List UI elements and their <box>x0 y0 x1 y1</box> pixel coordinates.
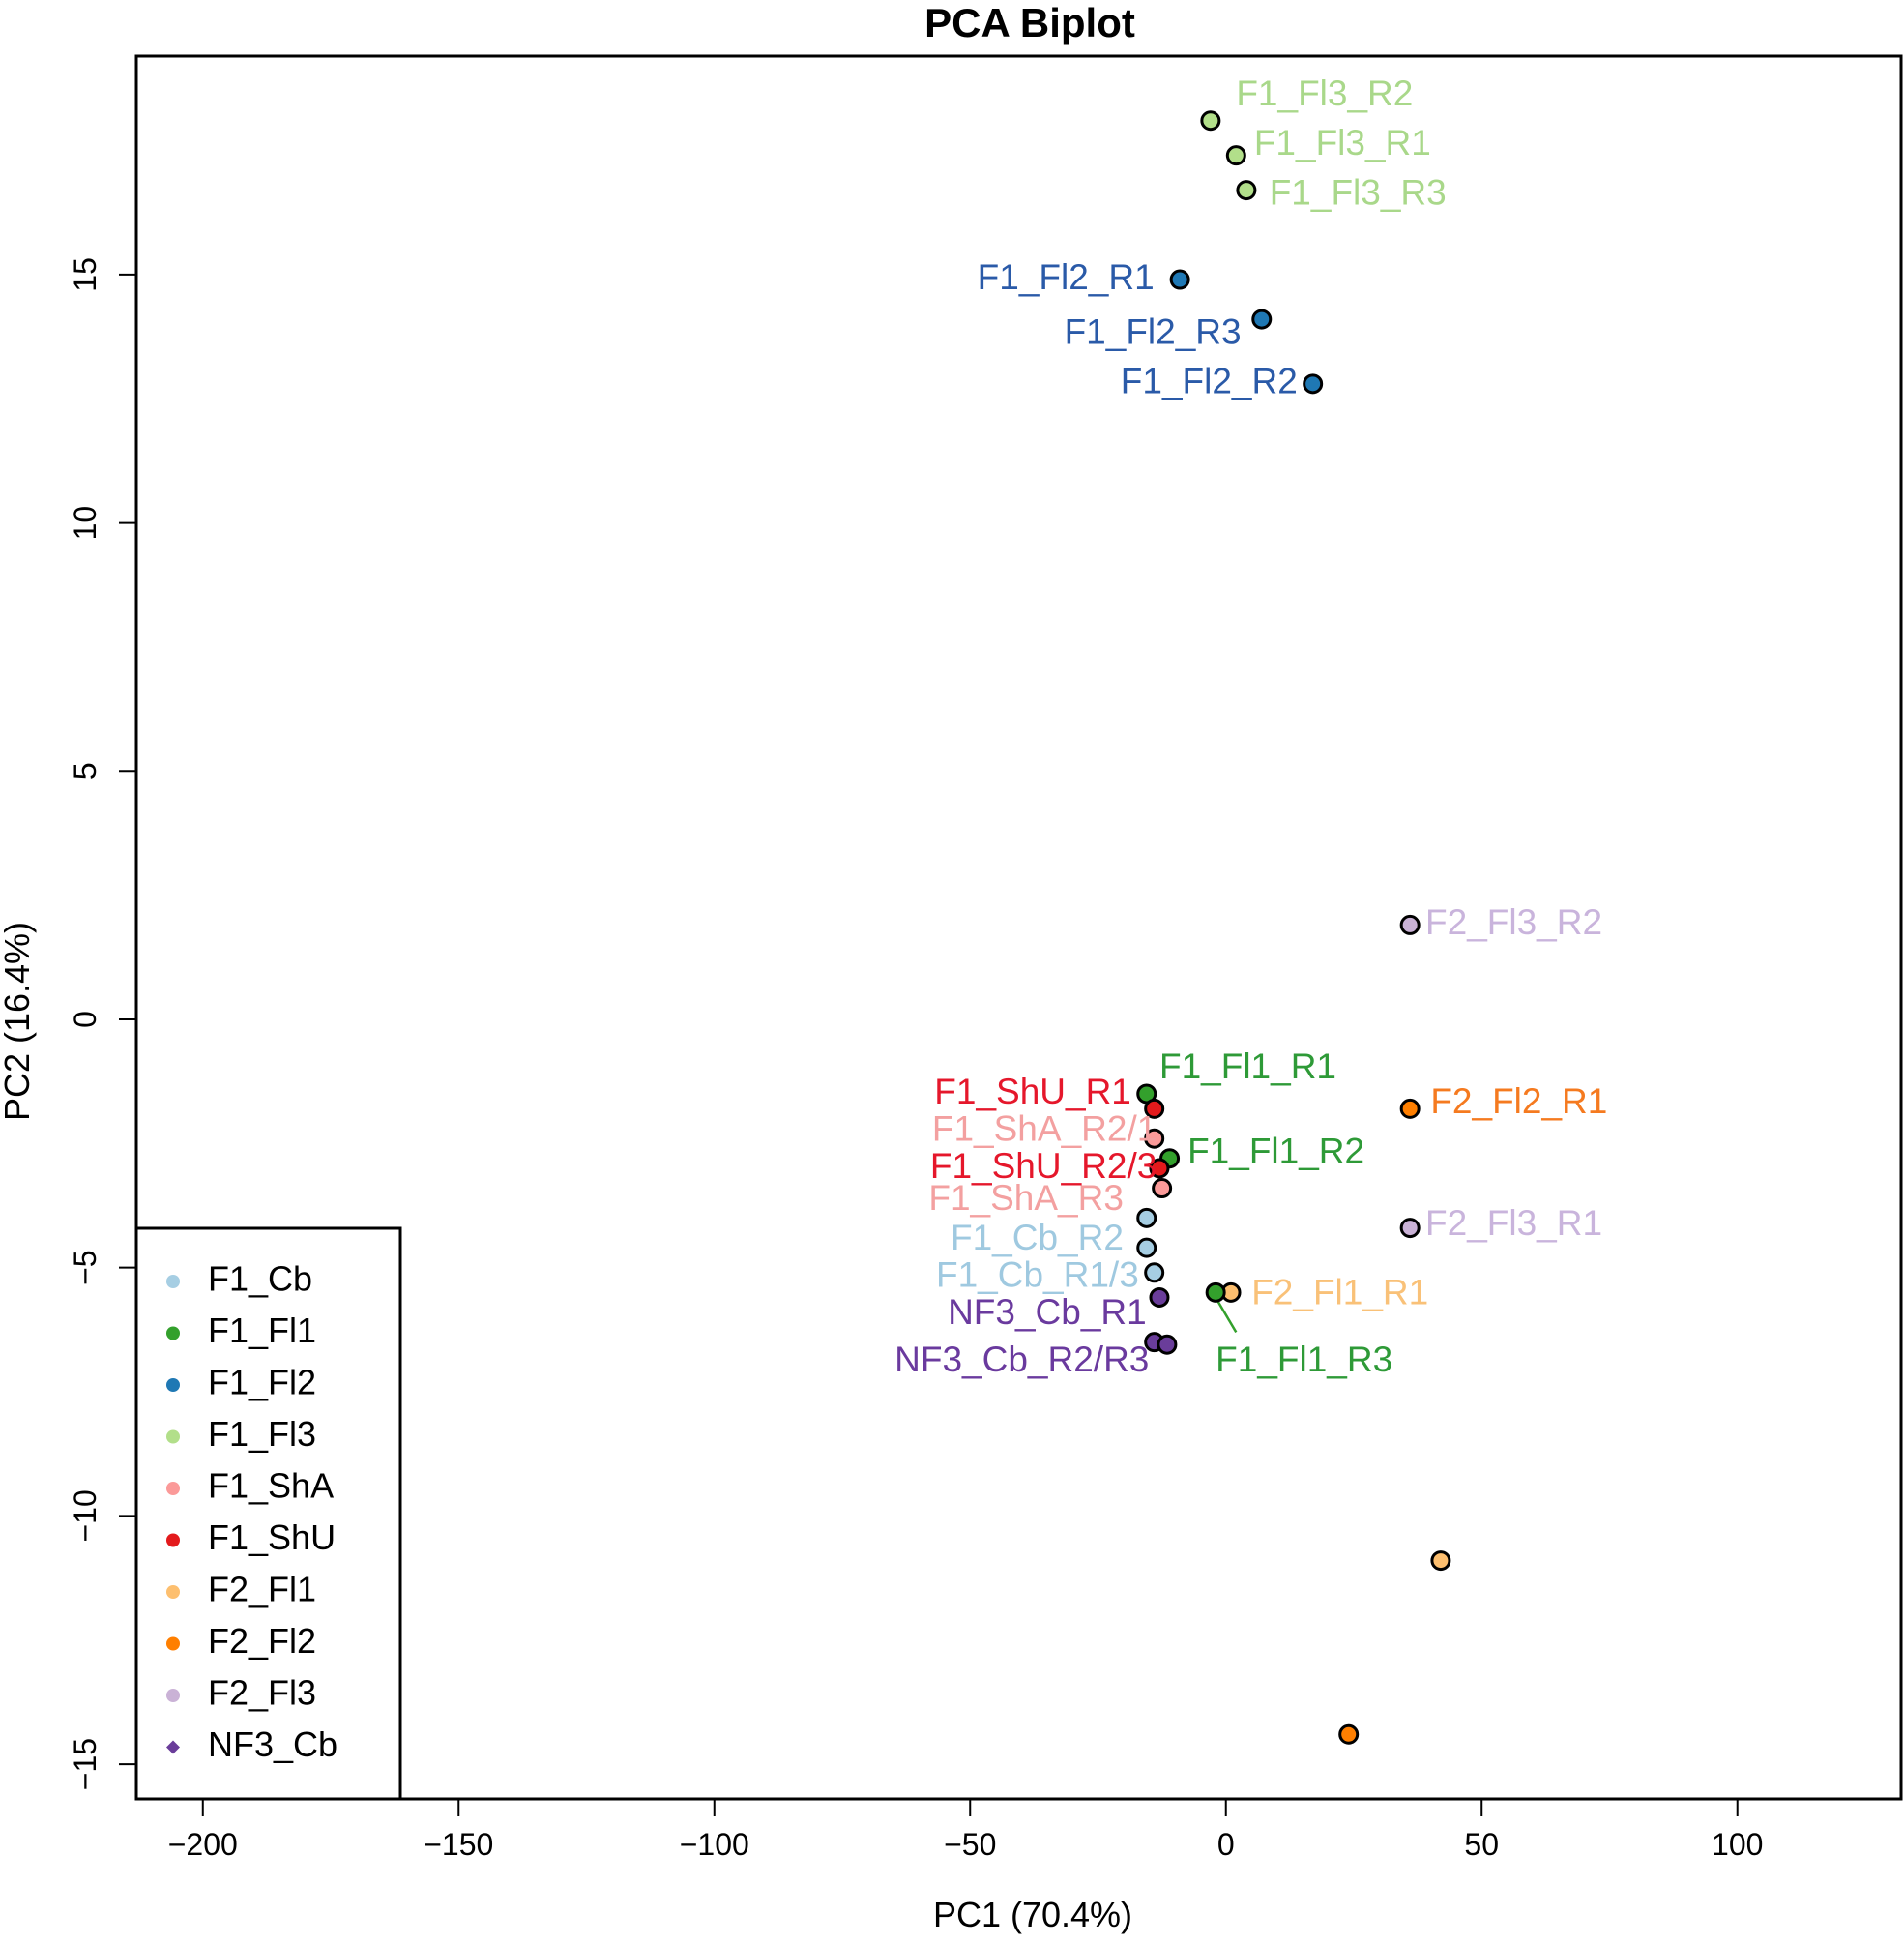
legend-marker <box>166 1378 180 1392</box>
data-points <box>1136 110 1451 1745</box>
legend-box <box>134 1226 402 1801</box>
point-labels: F1_Fl3_R2 F1_Fl3_R1 F1_Fl3_R3 F1_Fl2_R1 F1_F… <box>894 74 1607 1379</box>
legend-label: NF3_Cb <box>208 1724 337 1764</box>
data-point <box>1236 180 1257 201</box>
point-label: F1_Fl3_R2 <box>1236 74 1413 113</box>
legend-label: F1_Fl1 <box>208 1311 316 1350</box>
y-tick-label: −5 <box>68 1250 103 1284</box>
legend-label: F1_ShA <box>208 1466 334 1506</box>
point-label: F2_Fl3_R2 <box>1425 902 1602 942</box>
data-point <box>1144 1128 1165 1149</box>
data-point <box>1169 269 1190 290</box>
point-label: F1_ShU_R1 <box>934 1072 1131 1111</box>
y-tick-label: −10 <box>68 1489 103 1542</box>
x-tick-label: −50 <box>944 1827 996 1862</box>
leader-lines <box>1215 1296 1238 1334</box>
legend-label: F1_Fl3 <box>208 1414 316 1454</box>
point-label: F1_Fl1_R2 <box>1187 1131 1364 1170</box>
legend-marker <box>166 1326 180 1340</box>
data-point <box>1136 1207 1157 1228</box>
x-axis: −200 −150 −100 −50 0 50 100 <box>168 1798 1763 1862</box>
data-point <box>1225 145 1246 166</box>
point-label: F2_Fl1_R1 <box>1251 1273 1428 1312</box>
point-label: F1_ShA_R3 <box>928 1178 1124 1218</box>
legend-marker <box>166 1429 180 1444</box>
y-tick-label: −15 <box>68 1738 103 1790</box>
data-point <box>1136 1237 1157 1258</box>
data-point <box>1200 110 1221 132</box>
x-tick-label: 50 <box>1464 1827 1499 1862</box>
x-tick-label: 0 <box>1217 1827 1235 1862</box>
legend-label: F1_ShU <box>208 1517 336 1557</box>
point-label: NF3_Cb_R1 <box>948 1292 1147 1332</box>
x-axis-label: PC1 (70.4%) <box>933 1895 1132 1934</box>
legend-label: F1_Cb <box>208 1259 312 1299</box>
data-point <box>1144 1262 1165 1283</box>
legend-marker <box>166 1585 180 1599</box>
data-point <box>1430 1550 1451 1572</box>
data-point <box>1399 1098 1421 1119</box>
data-point <box>1399 1218 1421 1239</box>
x-tick-label: −150 <box>424 1827 493 1862</box>
point-label: F1_Fl1_R3 <box>1216 1340 1392 1379</box>
legend: F1_Cb F1_Fl1 F1_Fl2 F1_Fl3 F1_ShA F1_ShU F2_Fl… <box>134 1226 402 1801</box>
point-label: F1_Fl3_R3 <box>1270 173 1447 213</box>
legend-marker <box>166 1482 180 1495</box>
point-label: F1_Fl2_R2 <box>1121 362 1298 401</box>
data-point <box>1338 1723 1360 1745</box>
y-tick-label: 15 <box>68 257 103 292</box>
point-label: F1_ShA_R2/1 <box>932 1108 1157 1148</box>
x-tick-label: 100 <box>1712 1827 1763 1862</box>
point-label: F1_Fl2_R3 <box>1065 311 1242 351</box>
point-label: NF3_Cb_R2/R3 <box>894 1340 1149 1379</box>
y-axis-label: PC2 (16.4%) <box>0 922 37 1121</box>
y-tick-label: 5 <box>68 762 103 780</box>
data-point <box>1399 914 1421 935</box>
data-point <box>1149 1286 1170 1308</box>
x-tick-label: −100 <box>680 1827 749 1862</box>
data-point <box>1152 1178 1173 1199</box>
point-label: F1_Cb_R2 <box>951 1218 1124 1257</box>
legend-label: F2_Fl3 <box>208 1673 316 1713</box>
data-point <box>1144 1098 1165 1119</box>
point-label: F1_Fl2_R1 <box>978 257 1155 297</box>
data-point <box>1149 1158 1170 1179</box>
point-label: F1_Cb_R1/3 <box>936 1255 1139 1295</box>
legend-label: F2_Fl2 <box>208 1621 316 1661</box>
data-point <box>1303 373 1324 395</box>
legend-marker <box>166 1689 180 1702</box>
point-label: F1_Fl1_R1 <box>1159 1046 1336 1086</box>
point-label: F1_Fl3_R1 <box>1254 123 1431 162</box>
data-point <box>1157 1334 1178 1355</box>
legend-marker <box>166 1275 180 1288</box>
point-label: F2_Fl3_R1 <box>1425 1203 1602 1243</box>
legend-marker <box>166 1533 180 1547</box>
legend-marker <box>166 1636 180 1651</box>
legend-items: F1_Cb F1_Fl1 F1_Fl2 F1_Fl3 F1_ShA F1_ShU F2_Fl… <box>166 1259 337 1764</box>
y-tick-label: 10 <box>68 506 103 541</box>
data-point <box>1205 1281 1226 1303</box>
point-label: F1_ShU_R2/3 <box>930 1146 1157 1186</box>
point-label: F2_Fl2_R1 <box>1430 1081 1607 1121</box>
x-tick-label: −200 <box>168 1827 238 1862</box>
legend-label: F2_Fl1 <box>208 1570 316 1609</box>
chart-title: PCA Biplot <box>924 0 1135 45</box>
data-point <box>1251 309 1273 330</box>
leader-line <box>1215 1296 1238 1334</box>
legend-label: F1_Fl2 <box>208 1363 316 1402</box>
y-tick-label: 0 <box>68 1011 103 1028</box>
legend-marker <box>166 1740 180 1754</box>
